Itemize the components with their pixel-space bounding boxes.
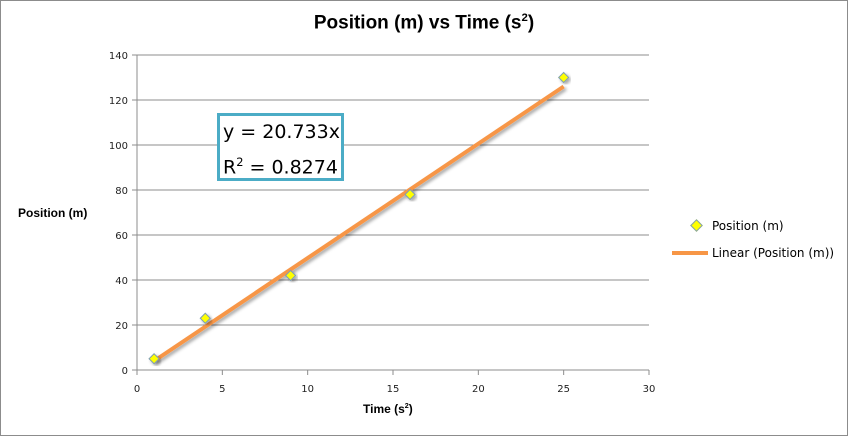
x-tick-label: 15 xyxy=(387,384,400,395)
y-tick-label: 60 xyxy=(115,231,128,242)
y-tick-label: 100 xyxy=(109,141,128,152)
trendline-swatch-icon xyxy=(672,250,708,255)
data-point-marker xyxy=(557,71,570,84)
trendline xyxy=(152,84,565,363)
legend-series-label: Position (m) xyxy=(712,218,784,233)
x-tick-label: 20 xyxy=(472,384,485,395)
r-squared-text: R2 = 0.8274 xyxy=(223,155,338,179)
legend-trend-label: Linear (Position (m)) xyxy=(712,245,835,260)
tick-labels: 0 20 40 60 80 100 120 140 0 5 10 15 20 25 30 xyxy=(109,51,655,395)
axes xyxy=(132,54,650,375)
y-axis-label: Position (m) xyxy=(18,206,88,220)
x-tick-label: 25 xyxy=(557,384,570,395)
y-tick-label: 120 xyxy=(109,96,128,107)
data-point-marker xyxy=(199,312,211,324)
x-tick-label: 30 xyxy=(643,384,656,395)
legend[interactable]: Position (m) Linear (Position (m)) xyxy=(672,212,835,266)
data-point-marker xyxy=(284,269,297,282)
legend-item-trendline[interactable]: Linear (Position (m)) xyxy=(672,239,835,266)
equation-text: y = 20.733x xyxy=(223,121,340,143)
trendline-equation-box[interactable]: y = 20.733x R2 = 0.8274 xyxy=(217,113,344,181)
data-points xyxy=(148,71,570,365)
y-tick-label: 140 xyxy=(109,51,128,62)
x-tick-label: 10 xyxy=(301,384,314,395)
data-point-marker xyxy=(404,188,416,201)
legend-item-series[interactable]: Position (m) xyxy=(680,212,834,239)
y-tick-label: 20 xyxy=(115,321,128,332)
x-axis-label: Time (s2) xyxy=(363,401,413,416)
gridlines xyxy=(137,54,649,326)
y-tick-label: 80 xyxy=(115,186,128,197)
x-tick-label: 5 xyxy=(219,384,225,395)
y-tick-label: 0 xyxy=(122,366,128,377)
data-point-marker xyxy=(148,353,160,365)
x-tick-label: 0 xyxy=(134,384,140,395)
y-tick-label: 40 xyxy=(115,276,128,287)
chart-title: Position (m) vs Time (s2) xyxy=(313,12,535,34)
diamond-marker-icon xyxy=(689,219,703,232)
trendline-path xyxy=(152,84,565,363)
